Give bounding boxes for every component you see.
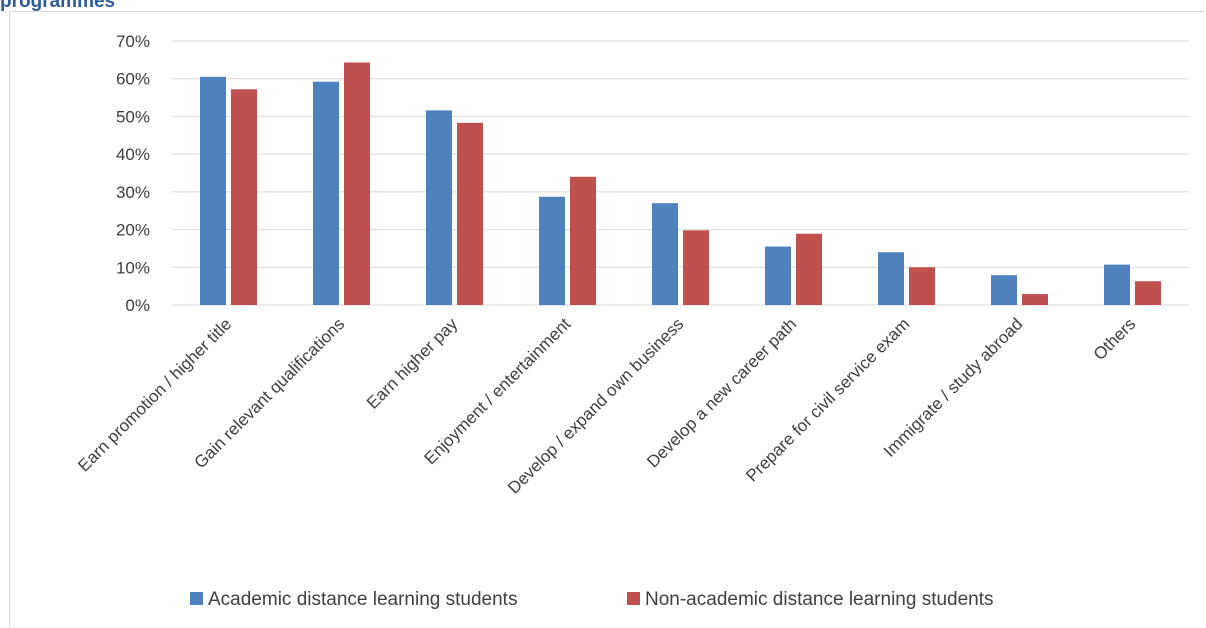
bar-non-academic <box>796 233 822 305</box>
bar-non-academic <box>231 89 257 305</box>
y-tick-label: 60% <box>116 70 150 89</box>
y-tick-label: 10% <box>116 258 150 277</box>
bar-non-academic <box>344 62 370 305</box>
bar-academic <box>313 81 339 305</box>
x-tick-label: Earn higher pay <box>363 314 462 413</box>
legend-swatch <box>627 592 640 605</box>
legend-label: Non-academic distance learning students <box>645 589 994 610</box>
chart-frame <box>9 11 1205 628</box>
bar-academic <box>200 76 226 305</box>
y-tick-label: 20% <box>116 221 150 240</box>
bar-academic <box>1104 264 1130 305</box>
bar-non-academic <box>1135 281 1161 305</box>
bars <box>200 62 1161 305</box>
y-tick-label: 70% <box>116 32 150 51</box>
y-tick-label: 40% <box>116 145 150 164</box>
bar-academic <box>878 252 904 305</box>
y-axis-ticks: 0% 10% 20% 30% 40% 50% 60% 70% <box>116 32 150 315</box>
gridlines <box>172 40 1189 306</box>
y-tick-label: 30% <box>116 183 150 202</box>
x-tick-label: Develop / expand own business <box>504 314 687 497</box>
bar-non-academic <box>909 267 935 305</box>
bar-non-academic <box>683 230 709 305</box>
bar-academic <box>539 196 565 305</box>
bar-academic <box>652 203 678 305</box>
legend: Academic distance learning students Non-a… <box>190 589 994 610</box>
chart-heading: programmes <box>0 0 116 12</box>
y-tick-label: 0% <box>125 296 150 315</box>
bar-non-academic <box>570 176 596 305</box>
legend-swatch <box>190 592 203 605</box>
bar-academic <box>426 110 452 305</box>
x-tick-label: Others <box>1090 314 1140 364</box>
bar-non-academic <box>1022 294 1048 305</box>
bar-non-academic <box>457 122 483 305</box>
y-tick-label: 50% <box>116 107 150 126</box>
legend-label: Academic distance learning students <box>208 589 517 610</box>
bar-academic <box>765 246 791 305</box>
bar-academic <box>991 275 1017 305</box>
